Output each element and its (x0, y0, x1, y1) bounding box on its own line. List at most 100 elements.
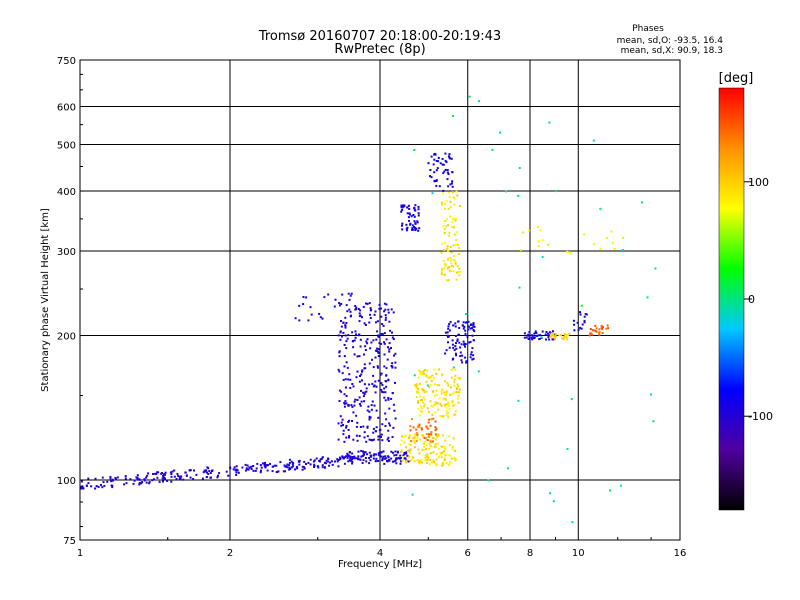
data-point (368, 321, 371, 324)
data-point (552, 333, 555, 336)
data-point (541, 239, 544, 242)
data-point (354, 333, 357, 336)
data-point (457, 320, 459, 323)
data-point (411, 224, 414, 227)
data-point (412, 437, 415, 440)
data-point (381, 439, 384, 442)
data-point (379, 428, 382, 431)
data-point (384, 314, 387, 317)
data-point (351, 331, 354, 334)
data-point (427, 435, 430, 438)
data-point (338, 400, 341, 402)
data-point (373, 313, 376, 316)
data-point (343, 405, 346, 408)
data-point (444, 453, 447, 455)
data-point (361, 370, 363, 373)
data-point (367, 405, 370, 408)
y-tick-label: 500 (57, 141, 76, 152)
data-point (383, 353, 386, 356)
data-point (275, 471, 278, 473)
data-point (364, 345, 367, 348)
data-point (351, 420, 353, 422)
data-point (272, 465, 275, 468)
data-point (401, 222, 404, 225)
data-point (156, 476, 159, 479)
data-point (417, 401, 420, 404)
data-point (206, 471, 208, 474)
data-point (443, 228, 446, 231)
data-point (396, 451, 399, 454)
data-point (449, 200, 452, 203)
data-point (307, 461, 310, 464)
data-point (536, 334, 538, 337)
data-point (351, 456, 354, 458)
data-point (433, 171, 436, 174)
data-point (259, 464, 262, 467)
data-point (384, 399, 387, 402)
data-point (652, 420, 655, 423)
data-point (383, 341, 385, 344)
data-point (426, 384, 429, 387)
data-point (434, 429, 437, 432)
data-point (338, 302, 341, 304)
data-point (377, 416, 380, 419)
data-point (360, 389, 362, 392)
data-point (345, 340, 348, 343)
data-point (445, 225, 448, 228)
data-point (439, 403, 442, 405)
data-point (145, 476, 148, 479)
data-point (80, 487, 83, 490)
data-point (406, 226, 409, 229)
data-point (439, 415, 442, 417)
data-point (473, 325, 476, 328)
data-point (417, 212, 420, 215)
data-point (446, 267, 449, 270)
data-point (417, 391, 420, 394)
data-point (342, 331, 345, 334)
data-point (95, 485, 98, 488)
data-point (447, 327, 450, 330)
data-point (393, 409, 396, 412)
x-tick-label: 10 (572, 548, 585, 559)
data-point (349, 456, 352, 459)
data-point (369, 307, 372, 310)
data-point (595, 327, 598, 330)
data-point (381, 323, 384, 325)
data-point (440, 456, 443, 458)
data-point (193, 469, 195, 472)
data-point (303, 466, 306, 469)
data-point (235, 473, 238, 476)
data-point (552, 334, 555, 337)
data-point (372, 454, 375, 457)
y-tick-label: 600 (57, 103, 76, 114)
data-point (432, 440, 434, 443)
data-point (451, 191, 454, 194)
data-point (363, 322, 366, 325)
data-point (453, 381, 456, 384)
data-point (435, 184, 438, 187)
data-point (164, 477, 166, 480)
data-point (403, 435, 406, 438)
data-point (421, 401, 424, 404)
data-point (241, 466, 244, 469)
data-point (517, 194, 519, 197)
data-point (362, 391, 365, 394)
data-point (454, 413, 457, 416)
data-point (358, 333, 361, 336)
data-point (400, 210, 403, 213)
data-point (429, 175, 431, 178)
data-point (545, 338, 547, 341)
data-point (441, 242, 444, 245)
data-point (456, 243, 459, 246)
data-point (471, 347, 474, 350)
data-point (434, 462, 437, 465)
data-point (447, 185, 450, 188)
data-point (321, 456, 324, 459)
data-point (435, 402, 438, 405)
data-point (464, 329, 467, 332)
data-point (106, 480, 109, 483)
data-point (405, 223, 408, 226)
data-point (271, 470, 274, 473)
data-point (359, 426, 362, 428)
data-point (302, 303, 305, 306)
